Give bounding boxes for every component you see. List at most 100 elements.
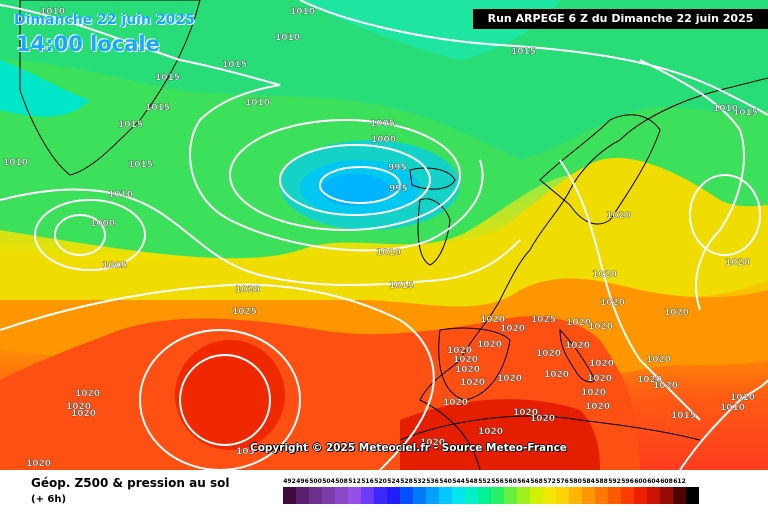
forecast-time: 14:00 locale — [16, 32, 160, 56]
scale-label: 564 — [517, 478, 530, 485]
pressure-label: 1020 — [565, 341, 590, 351]
scale-swatch — [335, 487, 348, 504]
pressure-label: 1020 — [637, 375, 662, 385]
pressure-label: 1010 — [3, 158, 28, 168]
scale-swatch — [504, 487, 517, 504]
run-banner: Run ARPEGE 6 Z du Dimanche 22 juin 2025 — [473, 9, 768, 29]
isobar-1020-west — [0, 283, 435, 470]
pressure-label: 1015 — [118, 120, 143, 130]
scale-swatch — [621, 487, 634, 504]
pressure-label: 1025 — [232, 307, 257, 317]
scale-label: 512 — [348, 478, 361, 485]
pressure-label: 1020 — [600, 298, 625, 308]
map-canvas: 1010101010101015101510151015101010151010… — [0, 0, 768, 470]
scale-label: 540 — [439, 478, 452, 485]
pressure-label: 1020 — [589, 359, 614, 369]
pressure-label: 1020 — [588, 322, 613, 332]
scale-swatch — [439, 487, 452, 504]
isobar-high-1030 — [179, 354, 271, 446]
scale-swatch — [543, 487, 556, 504]
scale-label: 608 — [660, 478, 673, 485]
scale-swatch — [517, 487, 530, 504]
pressure-label: 995 — [389, 184, 408, 194]
scale-swatch — [374, 487, 387, 504]
isobars — [0, 0, 768, 470]
pressure-label: 1020 — [66, 402, 91, 412]
scale-label: 544 — [452, 478, 465, 485]
scale-label: 492 — [283, 478, 296, 485]
pressure-label: 1020 — [530, 414, 555, 424]
isobar-1015-north — [299, 0, 768, 116]
scale-swatch — [309, 487, 322, 504]
scale-swatch — [400, 487, 413, 504]
isobar-east-1010 — [689, 174, 761, 256]
map-title: Géop. Z500 & pression au sol — [31, 476, 230, 490]
pressure-label: 1020 — [581, 388, 606, 398]
scandinavia-coast — [539, 114, 661, 225]
scale-label: 552 — [478, 478, 491, 485]
scale-label: 592 — [608, 478, 621, 485]
scale-label: 556 — [491, 478, 504, 485]
pressure-label: 1010 — [376, 248, 401, 258]
scale-swatch — [686, 487, 699, 504]
pressure-label: 1010 — [245, 98, 270, 108]
scale-label: 532 — [413, 478, 426, 485]
europe-coast — [419, 77, 768, 470]
scale-swatch — [530, 487, 543, 504]
scale-label: 568 — [530, 478, 543, 485]
footer: Géop. Z500 & pression au sol (+ 6h) 492 4… — [0, 470, 768, 512]
scale-label: 572 — [543, 478, 556, 485]
copyright-notice: Copyright © 2025 Meteociel.fr - Source M… — [250, 442, 567, 454]
scale-swatch — [608, 487, 621, 504]
isobar-low-995 — [319, 166, 401, 204]
pressure-label: 1020 — [75, 389, 100, 399]
pressure-label: 1005 — [370, 119, 395, 129]
scale-swatch — [478, 487, 491, 504]
pressure-label: 1020 — [606, 211, 631, 221]
scale-label: 504 — [322, 478, 335, 485]
africa-coast — [399, 415, 701, 441]
scale-label: 560 — [504, 478, 517, 485]
scale-swatch — [595, 487, 608, 504]
pressure-labels: 1010101010101015101510151015101010151010… — [3, 7, 758, 469]
pressure-label: 1015 — [733, 108, 758, 118]
isobar-low-sw-1005 — [34, 199, 146, 271]
iberia-coast — [438, 327, 511, 401]
scale-swatch — [413, 487, 426, 504]
forecast-offset: (+ 6h) — [31, 494, 67, 505]
pressure-label: 1010 — [730, 393, 755, 403]
pressure-label: 1020 — [513, 408, 538, 418]
scale-swatch — [426, 487, 439, 504]
pressure-label: 1020 — [477, 340, 502, 350]
scale-swatch — [582, 487, 595, 504]
scale-label: 596 — [621, 478, 634, 485]
scale-label: 576 — [556, 478, 569, 485]
pressure-label: 1020 — [420, 438, 445, 448]
isobar-high-1025 — [139, 329, 301, 470]
scale-swatch — [322, 487, 335, 504]
scale-swatch — [660, 487, 673, 504]
pressure-label: 1015 — [155, 73, 180, 83]
pressure-label: 1005 — [102, 261, 127, 271]
scale-swatch — [387, 487, 400, 504]
scale-swatch — [673, 487, 686, 504]
scale-label: 524 — [387, 478, 400, 485]
pressure-label: 1020 — [71, 409, 96, 419]
pressure-label: 1020 — [585, 402, 610, 412]
pressure-label: 995 — [388, 163, 407, 173]
scale-label: 516 — [361, 478, 374, 485]
scale-label: 528 — [400, 478, 413, 485]
pressure-label: 1020 — [500, 324, 525, 334]
color-scale: 492 496 500 504 508 512 516 520 524 528 532 536 540 5… — [283, 478, 751, 504]
scale-label: 500 — [309, 478, 322, 485]
pressure-label: 1015 — [222, 60, 247, 70]
z500-band-yellow — [0, 158, 768, 307]
pressure-label: 1020 — [592, 270, 617, 280]
pressure-label: 1020 — [453, 355, 478, 365]
pressure-label: 1020 — [587, 374, 612, 384]
pressure-label: 1020 — [447, 346, 472, 356]
pressure-label: 1015 — [128, 160, 153, 170]
scale-label: 612 — [673, 478, 686, 485]
scale-label: 600 — [634, 478, 647, 485]
pressure-label: 1015 — [671, 411, 696, 421]
